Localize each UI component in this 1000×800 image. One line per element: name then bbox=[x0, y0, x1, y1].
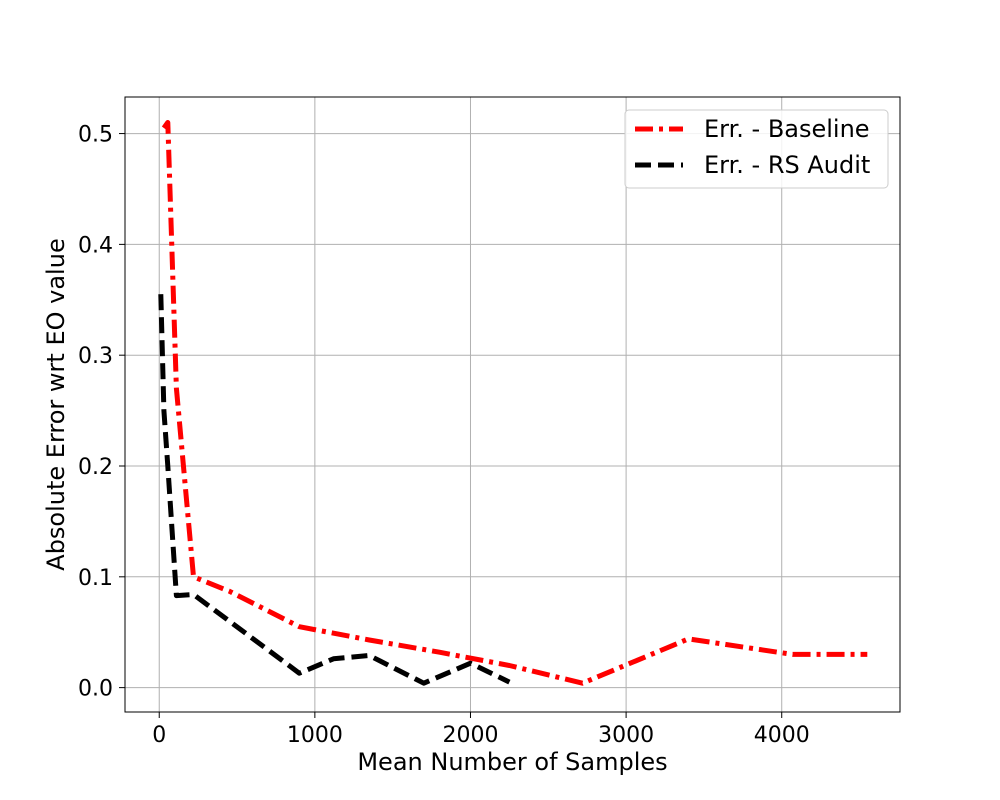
y-tick-label: 0.1 bbox=[78, 566, 113, 591]
y-tick-label: 0.3 bbox=[78, 344, 113, 369]
series-line-err-baseline bbox=[161, 120, 868, 686]
y-tick-label: 0.0 bbox=[78, 677, 113, 702]
y-tick-label: 0.2 bbox=[78, 455, 113, 480]
legend-label-baseline: Err. - Baseline bbox=[704, 115, 870, 143]
grid-lines bbox=[125, 97, 900, 712]
y-tick-label: 0.5 bbox=[78, 123, 113, 148]
x-tick-label: 1000 bbox=[287, 723, 343, 748]
y-axis-label: Absolute Error wrt EO value bbox=[42, 238, 70, 570]
x-tick-label: 3000 bbox=[598, 723, 654, 748]
x-tick-label: 2000 bbox=[442, 723, 498, 748]
legend-label-rs-audit: Err. - RS Audit bbox=[704, 151, 870, 179]
plot-area-frame bbox=[124, 96, 901, 713]
x-tick-label: 0 bbox=[152, 723, 166, 748]
axis-ticks: 0 1000 2000 3000 4000 0.0 0.1 0.2 0.3 0.4 0.5 bbox=[78, 123, 810, 748]
x-axis-label: Mean Number of Samples bbox=[357, 748, 667, 776]
legend-box bbox=[624, 109, 889, 189]
x-tick-label: 4000 bbox=[754, 723, 810, 748]
y-tick-label: 0.4 bbox=[78, 233, 113, 258]
series-line-err-rs-audit bbox=[158, 294, 511, 686]
series-lines bbox=[158, 120, 868, 686]
legend: Err. - Baseline Err. - RS Audit bbox=[624, 109, 889, 189]
